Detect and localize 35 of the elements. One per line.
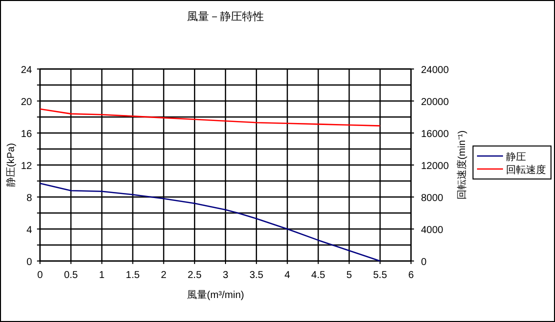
y2-tick-label: 20000 <box>421 97 450 108</box>
x-tick-label: 3.5 <box>249 270 264 281</box>
y-tick-label: 12 <box>20 161 32 172</box>
y2-tick-label: 24000 <box>421 65 450 76</box>
x-tick-label: 5 <box>346 270 352 281</box>
y-tick-label: 0 <box>26 257 32 268</box>
legend-label: 回転速度 <box>506 164 546 176</box>
x-tick-label: 0 <box>37 270 44 281</box>
legend-label: 静圧 <box>506 151 526 163</box>
y-tick-label: 20 <box>20 97 32 108</box>
x-tick-label: 2 <box>160 270 167 281</box>
chart-title: 風量－静圧特性 <box>187 11 264 23</box>
x-tick-label: 5.5 <box>373 270 388 281</box>
x-tick-label: 1.5 <box>126 270 140 281</box>
line-series <box>39 182 381 262</box>
y2-tick-label: 16000 <box>421 129 450 140</box>
x-tick-label: 1 <box>99 270 106 281</box>
x-tick-label: 6 <box>408 270 414 281</box>
y2-tick-label: 0 <box>421 257 427 268</box>
x-tick-label: 4 <box>284 270 291 281</box>
y2-tick-label: 4000 <box>421 225 444 236</box>
line-series <box>39 108 381 126</box>
x-tick-label: 4.5 <box>311 270 326 281</box>
y-tick-label: 4 <box>26 225 32 236</box>
y2-tick-label: 8000 <box>421 193 444 204</box>
x-tick-label: 2.5 <box>188 270 202 281</box>
x-tick-label: 0.5 <box>64 270 78 281</box>
y-tick-label: 16 <box>20 129 32 140</box>
y2-axis-title: 回転速度(min⁻¹) <box>456 130 468 200</box>
y-tick-label: 24 <box>20 65 32 76</box>
x-axis-title: 風量(m³/min) <box>186 290 244 301</box>
y2-tick-label: 12000 <box>421 161 450 172</box>
y-tick-label: 8 <box>26 193 32 204</box>
x-tick-label: 3 <box>222 270 229 281</box>
y-axis-title: 静圧(kPa) <box>5 143 17 187</box>
